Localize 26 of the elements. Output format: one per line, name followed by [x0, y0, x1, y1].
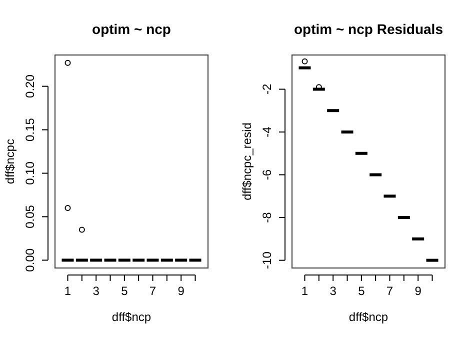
- x-tick-label: 3: [330, 284, 337, 298]
- x-axis-title: dff$ncp: [348, 310, 388, 324]
- y-tick-label: 0.05: [23, 204, 38, 228]
- y-tick-label: -8: [260, 212, 274, 223]
- y-tick-label: -6: [260, 169, 274, 180]
- y-tick-label: -4: [260, 126, 274, 138]
- y-tick-label: 0.15: [23, 118, 38, 142]
- x-tick-label: 1: [64, 284, 72, 298]
- x-tick-label: 7: [386, 284, 394, 298]
- y-tick-label: 0.20: [23, 74, 38, 98]
- x-tick-label: 7: [149, 284, 156, 298]
- x-axis-title: dff$ncp: [112, 310, 152, 324]
- y-axis-title: dff$ncpc: [3, 138, 17, 184]
- y-tick-label: 0.00: [23, 248, 38, 272]
- x-tick-label: 1: [301, 284, 308, 298]
- x-tick-label: 9: [414, 284, 422, 298]
- y-axis-title: dff$ncpc_resid: [240, 122, 254, 200]
- chart-title: optim ~ ncp Residuals: [294, 21, 444, 37]
- y-tick-label: 0.10: [23, 161, 38, 185]
- chart-title: optim ~ ncp: [92, 21, 171, 37]
- x-tick-label: 5: [358, 284, 366, 298]
- y-tick-label: -2: [260, 84, 274, 95]
- x-tick-label: 5: [121, 284, 128, 298]
- x-tick-label: 3: [92, 284, 100, 298]
- y-tick-label: -10: [260, 251, 274, 269]
- x-tick-label: 9: [178, 284, 185, 298]
